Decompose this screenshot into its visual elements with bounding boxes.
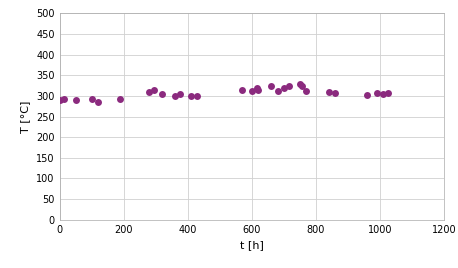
Point: [253, 85, 260, 90]
Point: [364, 93, 371, 97]
Point: [56, 98, 63, 102]
Point: [332, 91, 339, 95]
Y-axis label: T [°C]: T [°C]: [21, 100, 31, 133]
Point: [158, 92, 166, 96]
Point: [146, 90, 153, 94]
Point: [280, 85, 288, 90]
Point: [88, 97, 95, 101]
Point: [248, 88, 256, 93]
Point: [296, 81, 304, 86]
Point: [285, 84, 292, 88]
Point: [325, 90, 333, 94]
Point: [298, 84, 305, 88]
Point: [267, 84, 275, 89]
Point: [117, 97, 124, 101]
Point: [94, 100, 102, 104]
Point: [150, 88, 158, 92]
Point: [385, 91, 392, 96]
Point: [72, 98, 79, 102]
Point: [303, 89, 310, 93]
Point: [239, 88, 246, 92]
Point: [60, 97, 68, 101]
Point: [255, 88, 262, 92]
Point: [194, 94, 201, 99]
X-axis label: t [h]: t [h]: [240, 240, 264, 250]
Point: [171, 94, 179, 98]
Point: [380, 92, 387, 96]
Point: [176, 92, 183, 96]
Point: [373, 91, 381, 96]
Point: [274, 88, 281, 93]
Point: [187, 94, 195, 98]
